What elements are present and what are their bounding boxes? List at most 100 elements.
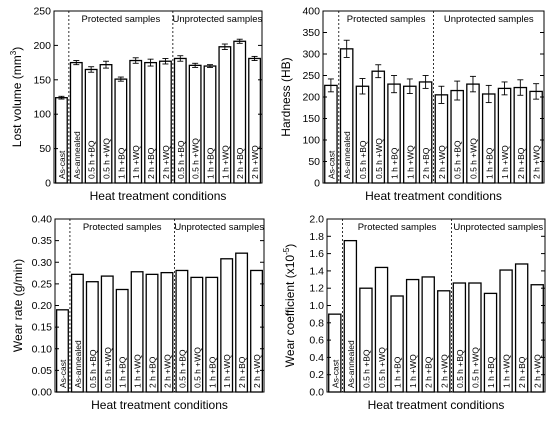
y-axis-title-tail: ) [10,47,24,51]
category-label: As-annealed [72,131,82,179]
y-tick-label: 1.0 [309,300,324,312]
category-label: 2 h +WQ [162,354,172,388]
y-tick-label: 2.0 [309,214,324,226]
category-label: 1 h +BQ [393,356,403,388]
category-label: 0.5 h +BQ [88,349,98,388]
x-axis-title: Heat treatment conditions [368,398,505,412]
y-axis-title-sup: -5 [282,247,291,255]
category-label: As-cast [326,150,336,179]
category-label: 2 h +BQ [146,147,156,179]
chart-panel-top-right: As-cast As-annealed 0.5 h +BQ 0.5 h +WQ 1 h … [279,6,545,203]
category-label: 2 h +WQ [437,145,447,179]
region-label: Unprotected samples [453,222,543,233]
y-tick-label: 300 [302,49,320,61]
y-axis-title-sup: 3 [9,50,18,55]
category-label: 2 h +BQ [148,356,158,388]
category-label: 0.5 h +BQ [358,140,368,179]
category-label: 2 h +WQ [533,354,543,388]
category-label: 1 h +WQ [133,354,143,388]
category-label: 1 h +BQ [118,356,128,388]
category-label: 0.5 h +WQ [192,347,202,388]
category-label: 0.5 h +WQ [468,138,478,179]
category-label: 1 h +BQ [116,147,126,179]
category-label: As-cast [57,150,67,179]
y-tick-label: 0.8 [309,317,324,329]
y-axis-title: Lost volume (mm3) [9,47,24,147]
y-tick-label: 0.00 [32,387,53,399]
category-label: As-annealed [73,340,83,388]
y-tick-label: 0.15 [32,322,53,334]
category-label: 0.5 h +BQ [176,140,186,179]
category-label: 0.5 h +BQ [177,349,187,388]
category-label: 1 h +WQ [220,145,230,179]
category-label: 2 h +WQ [250,145,260,179]
category-label: 2 h +WQ [252,354,262,388]
plot-frame [53,10,263,184]
y-tick-label: 0.40 [32,214,53,226]
y-tick-label: 200 [33,40,51,52]
y-tick-label: 150 [33,74,51,86]
category-label: 1 h +WQ [500,145,510,179]
chart-panel-top-left: As-cast As-annealed 0.5 h +BQ 0.5 h +WQ 1 h … [9,6,263,204]
category-label: As-annealed [342,131,352,179]
category-label: 0.5 h +BQ [455,349,465,388]
y-tick-label: 100 [33,109,51,121]
category-label: 1 h +BQ [484,147,494,179]
y-tick-label: 250 [33,6,51,18]
y-axis-title-tail: ) [283,244,297,248]
y-tick-label: 0.4 [309,352,324,364]
x-axis-title: Heat treatment conditions [365,189,502,203]
region-label: Unprotected samples [173,14,263,25]
region-label: Unprotected samples [444,14,534,25]
category-label: 2 h +WQ [161,145,171,179]
y-tick-label: 0.0 [309,387,324,399]
category-label: 1 h +BQ [486,356,496,388]
y-tick-label: 0.35 [32,235,53,247]
category-label: 0.5 h +WQ [377,347,387,388]
region-label: Protected samples [82,14,161,25]
y-axis-title-main: Hardness (HB) [279,57,293,136]
y-axis-title: Wear rate (g/min) [11,259,25,352]
chart-panel-bottom-left: As-cast As-annealed 0.5 h +BQ 0.5 h +WQ 1 h … [11,214,265,412]
category-label: 2 h +BQ [237,356,247,388]
y-tick-label: 0.30 [32,257,53,269]
y-tick-label: 0.20 [32,300,53,312]
y-tick-label: 100 [302,135,320,147]
y-axis-title-main: Wear coefficient (x10 [283,255,297,368]
y-tick-label: 1.8 [309,231,324,243]
category-label: 2 h +BQ [516,147,526,179]
category-label: 0.5 h +BQ [87,140,97,179]
region-label: Protected samples [358,222,437,233]
y-tick-label: 0.6 [309,335,324,347]
y-tick-label: 200 [302,92,320,104]
y-tick-label: 0 [45,178,51,190]
region-label: Protected samples [347,14,426,25]
category-label: 2 h +WQ [439,354,449,388]
y-tick-label: 1.4 [309,265,324,277]
y-tick-label: 50 [308,156,320,168]
y-tick-label: 400 [302,6,320,18]
category-label: 0.5 h +WQ [374,138,384,179]
y-tick-label: 0.25 [32,278,53,290]
category-label: As-annealed [346,340,356,388]
x-axis-title: Heat treatment conditions [91,398,228,412]
y-tick-label: 250 [302,70,320,82]
y-axis-title: Wear coefficient (x10-5) [282,244,297,367]
y-tick-label: 0.2 [309,369,324,381]
y-tick-label: 50 [39,143,51,155]
region-label: Protected samples [83,222,162,233]
category-label: 0.5 h +BQ [453,140,463,179]
category-label: 2 h +BQ [235,147,245,179]
category-label: 1 h +BQ [390,147,400,179]
category-label: 1 h +BQ [206,147,216,179]
y-axis-title: Hardness (HB) [279,57,293,136]
y-tick-label: 350 [302,27,320,39]
category-label: 0.5 h +WQ [103,347,113,388]
region-label: Unprotected samples [174,222,264,233]
chart-panel-bottom-right: As-cast As-annealed 0.5 h +BQ 0.5 h +WQ 1 h … [282,214,546,412]
category-label: 0.5 h +WQ [102,138,112,179]
category-label: 1 h +WQ [405,145,415,179]
category-label: 0.5 h +BQ [361,349,371,388]
category-label: As-cast [58,359,68,388]
